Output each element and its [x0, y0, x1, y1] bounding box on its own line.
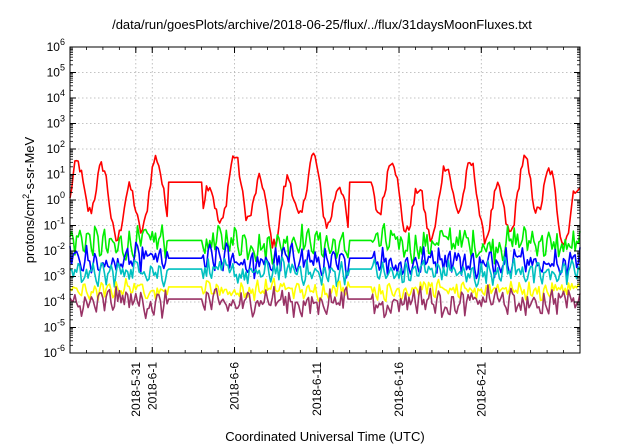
y-tick-label: 10-5 — [44, 318, 65, 335]
y-tick-label: 10-2 — [44, 241, 65, 258]
y-tick-base: 10 — [44, 346, 58, 360]
y-tick-label: 10-1 — [44, 216, 65, 233]
y-tick-exponent: 6 — [60, 37, 65, 47]
y-tick-base: 10 — [47, 193, 61, 207]
y-axis-label-sup: 2 — [21, 194, 31, 199]
y-tick-label: 10-4 — [44, 292, 65, 309]
x-axis-ticks: 2018-5-31 2018-6-1 2018-6-6 2018-6-11 2018-6… — [86, 47, 564, 417]
y-tick-base: 10 — [44, 295, 58, 309]
x-tick-label: 2018-6-1 — [145, 362, 159, 410]
x-axis-label: Coordinated Universal Time (UTC) — [225, 429, 424, 444]
y-tick-label: 106 — [47, 37, 65, 54]
y-axis-label: protons/cm2-s-sr-MeV — [21, 136, 37, 263]
series-line-4 — [69, 256, 581, 288]
y-tick-exponent: 2 — [60, 139, 65, 149]
y-tick-base: 10 — [47, 117, 61, 131]
y-tick-exponent: -1 — [57, 216, 65, 226]
y-tick-exponent: 1 — [60, 165, 65, 175]
x-tick-label: 2018-6-6 — [228, 362, 242, 410]
y-tick-exponent: -4 — [57, 292, 65, 302]
y-tick-exponent: -2 — [57, 241, 65, 251]
y-tick-label: 101 — [47, 165, 65, 182]
x-tick-label: 2018-5-31 — [129, 362, 143, 417]
series-line-2 — [69, 223, 581, 265]
x-tick-label: 2018-6-16 — [392, 362, 406, 417]
series-line-6 — [69, 284, 581, 320]
y-tick-exponent: -6 — [57, 343, 65, 353]
y-tick-exponent: -3 — [57, 267, 65, 277]
grid — [70, 47, 580, 353]
y-tick-label: 100 — [47, 190, 65, 207]
y-axis-ticks: 10-610-510-410-310-210-11001011021031041… — [44, 37, 580, 360]
series-line-3 — [69, 241, 581, 280]
y-tick-label: 10-3 — [44, 267, 65, 284]
y-tick-label: 104 — [47, 88, 65, 105]
y-tick-exponent: 3 — [60, 114, 65, 124]
y-tick-base: 10 — [47, 168, 61, 182]
x-tick-label: 2018-6-21 — [474, 362, 488, 417]
y-axis-label-rest: -s-sr-MeV — [22, 136, 37, 193]
y-tick-base: 10 — [44, 321, 58, 335]
y-tick-base: 10 — [47, 66, 61, 80]
chart-title: /data/run/goesPlots/archive/2018-06-25/f… — [112, 17, 532, 32]
y-tick-label: 10-6 — [44, 343, 65, 360]
y-tick-exponent: 0 — [60, 190, 65, 200]
y-tick-exponent: 5 — [60, 63, 65, 73]
y-tick-base: 10 — [47, 40, 61, 54]
y-tick-exponent: -5 — [57, 318, 65, 328]
y-tick-base: 10 — [44, 270, 58, 284]
y-axis-label-base: protons/cm — [22, 199, 37, 263]
series-line-5 — [69, 277, 581, 303]
x-tick-label: 2018-6-11 — [310, 362, 324, 416]
series-layer — [69, 152, 581, 320]
y-tick-base: 10 — [47, 142, 61, 156]
series-line-1 — [69, 152, 581, 249]
y-tick-exponent: 4 — [60, 88, 65, 98]
y-tick-base: 10 — [44, 219, 58, 233]
y-tick-label: 103 — [47, 114, 65, 131]
y-tick-base: 10 — [47, 91, 61, 105]
y-tick-base: 10 — [44, 244, 58, 258]
y-tick-label: 102 — [47, 139, 65, 156]
y-tick-label: 105 — [47, 63, 65, 80]
